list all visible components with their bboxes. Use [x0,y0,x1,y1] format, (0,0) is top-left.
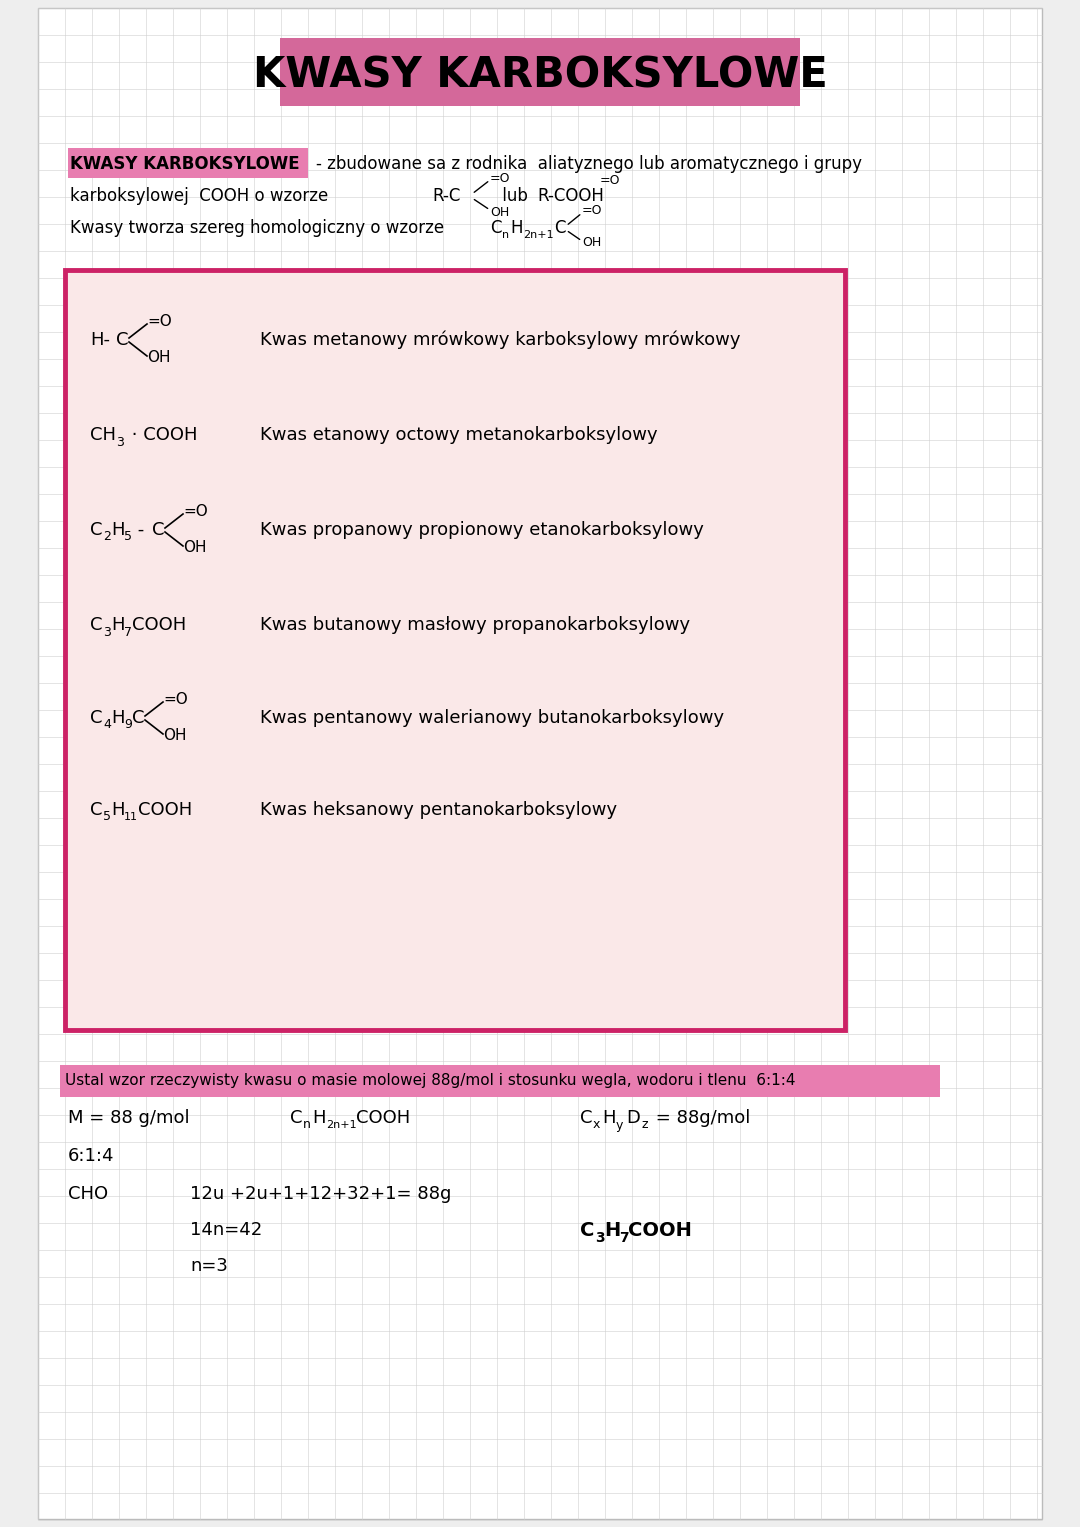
Text: C: C [580,1109,593,1127]
Text: COOH: COOH [627,1220,692,1240]
Text: z: z [642,1118,648,1132]
FancyBboxPatch shape [60,1064,940,1096]
Text: Kwas metanowy mrówkowy karboksylowy mrówkowy: Kwas metanowy mrówkowy karboksylowy mrów… [260,331,741,350]
Text: 3: 3 [595,1231,605,1245]
FancyBboxPatch shape [68,148,308,179]
Text: CH: CH [90,426,116,444]
Text: Kwas propanowy propionowy etanokarboksylowy: Kwas propanowy propionowy etanokarboksyl… [260,521,704,539]
Text: -: - [132,521,145,539]
Text: 5: 5 [124,530,132,544]
Text: 2n+1: 2n+1 [523,231,554,240]
Text: C: C [554,218,566,237]
Text: C: C [90,521,103,539]
Text: COOH: COOH [356,1109,410,1127]
Text: =O: =O [582,205,603,217]
FancyBboxPatch shape [280,38,800,105]
Text: CHO: CHO [68,1185,108,1203]
Text: M = 88 g/mol: M = 88 g/mol [68,1109,190,1127]
Text: H: H [111,709,124,727]
Text: =O: =O [163,693,188,707]
Text: C: C [580,1220,594,1240]
Text: Kwas butanowy masłowy propanokarboksylowy: Kwas butanowy masłowy propanokarboksylow… [260,615,690,634]
Text: 12u +2u+1+12+32+1= 88g: 12u +2u+1+12+32+1= 88g [190,1185,451,1203]
Text: C: C [291,1109,302,1127]
Text: C: C [116,331,129,350]
Text: OH: OH [490,206,510,218]
Text: 7: 7 [124,626,132,638]
FancyBboxPatch shape [38,8,1042,1519]
Text: H: H [111,521,124,539]
Text: =O: =O [147,315,172,330]
Text: 7: 7 [619,1231,629,1245]
Text: y: y [616,1118,623,1132]
Text: =O: =O [490,171,511,185]
Text: R-COOH: R-COOH [537,186,604,205]
Text: 4: 4 [103,719,111,731]
Text: =O: =O [600,174,621,186]
Text: H-: H- [90,331,110,350]
Text: KWASY KARBOKSYLOWE: KWASY KARBOKSYLOWE [70,156,299,173]
Text: n: n [502,231,509,240]
Text: COOH: COOH [138,802,192,818]
Text: H: H [602,1109,616,1127]
Text: =O: =O [183,504,207,519]
Text: C: C [132,709,145,727]
Text: OH: OH [183,541,206,556]
Text: COOH: COOH [132,615,186,634]
Text: R-C: R-C [432,186,460,205]
Text: 5: 5 [103,811,111,823]
Text: OH: OH [147,351,171,365]
Text: 2: 2 [103,530,111,544]
Text: C: C [90,615,103,634]
Text: C: C [90,709,103,727]
Text: Kwas heksanowy pentanokarboksylowy: Kwas heksanowy pentanokarboksylowy [260,802,617,818]
Text: H: H [510,218,523,237]
Text: Kwas pentanowy walerianowy butanokarboksylowy: Kwas pentanowy walerianowy butanokarboks… [260,709,724,727]
Text: H: H [111,802,124,818]
Text: OH: OH [163,728,187,744]
Text: 14n=42: 14n=42 [190,1222,262,1238]
Text: H: H [604,1220,620,1240]
Text: 11: 11 [124,812,138,822]
FancyBboxPatch shape [65,270,845,1031]
Text: Ustal wzor rzeczywisty kwasu o masie molowej 88g/mol i stosunku wegla, wodoru i : Ustal wzor rzeczywisty kwasu o masie mol… [65,1073,796,1089]
Text: 6:1:4: 6:1:4 [68,1147,114,1165]
Text: H: H [312,1109,325,1127]
Text: C: C [90,802,103,818]
Text: x: x [593,1118,600,1132]
Text: lub: lub [497,186,528,205]
Text: 2n+1: 2n+1 [326,1119,356,1130]
Text: - zbudowane sa z rodnika  aliatyznego lub aromatycznego i grupy: - zbudowane sa z rodnika aliatyznego lub… [316,156,862,173]
Text: karboksylowej  COOH o wzorze: karboksylowej COOH o wzorze [70,186,328,205]
Text: KWASY KARBOKSYLOWE: KWASY KARBOKSYLOWE [253,55,827,98]
Text: 3: 3 [116,435,124,449]
Text: 9: 9 [124,719,132,731]
Text: C: C [152,521,164,539]
Text: H: H [111,615,124,634]
Text: n: n [303,1118,311,1132]
Text: · COOH: · COOH [126,426,198,444]
Text: 3: 3 [103,626,111,638]
Text: Kwasy tworza szereg homologiczny o wzorze: Kwasy tworza szereg homologiczny o wzorz… [70,218,444,237]
Text: n=3: n=3 [190,1257,228,1275]
Text: OH: OH [582,237,602,249]
Text: Kwas etanowy octowy metanokarboksylowy: Kwas etanowy octowy metanokarboksylowy [260,426,658,444]
Text: C: C [490,218,501,237]
Text: D: D [626,1109,639,1127]
Text: = 88g/mol: = 88g/mol [650,1109,751,1127]
